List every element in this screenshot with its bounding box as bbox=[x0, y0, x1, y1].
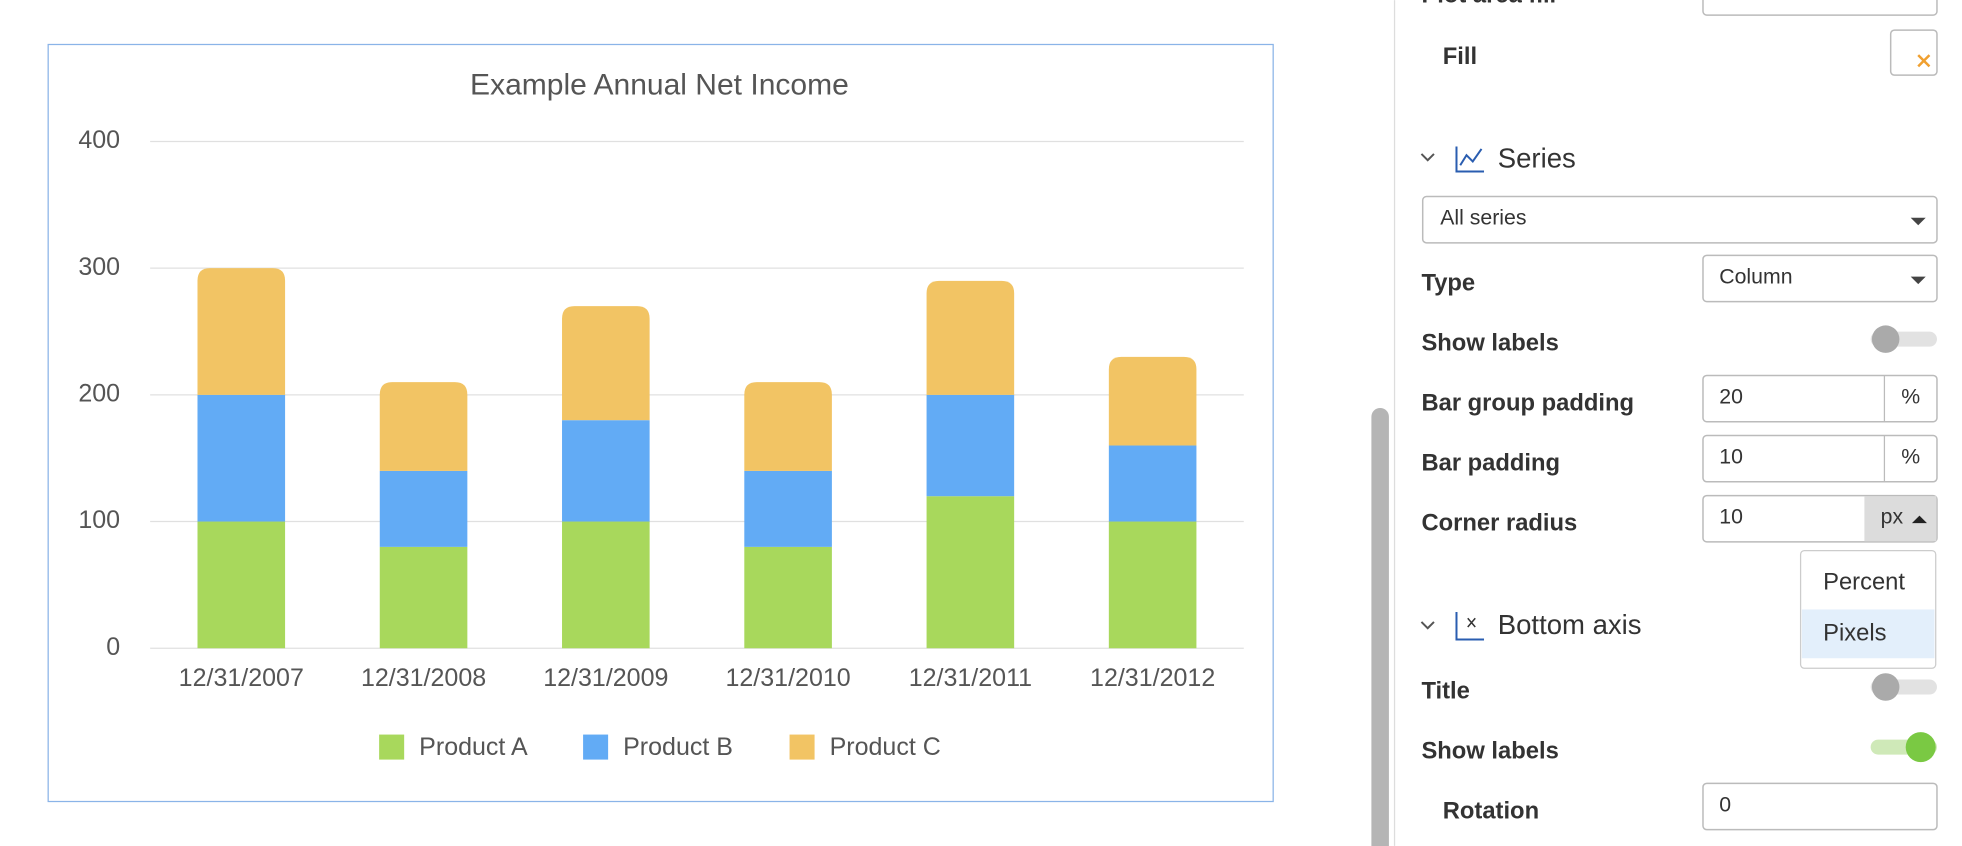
input[interactable] bbox=[1702, 374, 1938, 423]
label: Plot area fill bbox=[1421, 0, 1556, 9]
y-tick-label: 0 bbox=[106, 633, 120, 661]
bar-segment bbox=[1108, 445, 1197, 522]
label: Fill bbox=[1443, 43, 1477, 70]
bar-segment bbox=[1108, 356, 1197, 446]
bar-segment bbox=[744, 470, 832, 547]
chart: 0 100 200 300 400 12/31/2007 12/31/2008 12/31/2… bbox=[78, 126, 1244, 761]
bar-segment bbox=[379, 470, 468, 547]
input-value: 10 bbox=[1719, 445, 1743, 469]
bar-segment bbox=[926, 394, 1015, 497]
x-tick-label: 12/31/2011 bbox=[909, 664, 1032, 692]
bar-segment bbox=[562, 306, 650, 421]
chart-title: Example Annual Net Income bbox=[470, 68, 849, 101]
x-tick-label: 12/31/2007 bbox=[179, 664, 304, 692]
y-tick-label: 100 bbox=[78, 506, 120, 534]
unit: px bbox=[1881, 505, 1904, 529]
axis-icon-x bbox=[1467, 617, 1476, 628]
y-tick-label: 300 bbox=[78, 253, 120, 281]
bar-segment bbox=[744, 382, 832, 471]
legend-label: Product B bbox=[623, 733, 733, 761]
y-tick-label: 400 bbox=[78, 126, 120, 154]
bar-segment bbox=[562, 420, 650, 522]
color-swatch[interactable] bbox=[1889, 29, 1938, 76]
input[interactable] bbox=[1702, 0, 1938, 16]
y-tick-label: 200 bbox=[78, 379, 120, 407]
bar-segment bbox=[926, 496, 1015, 649]
label: Rotation bbox=[1443, 797, 1539, 824]
label: Show labels bbox=[1421, 329, 1558, 356]
select-value: Column bbox=[1719, 264, 1792, 288]
dropdown-arrow bbox=[1910, 217, 1926, 226]
legend-label: Product A bbox=[419, 733, 528, 761]
label: Type bbox=[1421, 269, 1475, 296]
menu-option[interactable]: Pixels bbox=[1823, 620, 1887, 647]
menu-option[interactable]: Percent bbox=[1823, 568, 1905, 595]
bar-segment bbox=[926, 280, 1015, 395]
x-tick-label: 12/31/2010 bbox=[725, 664, 850, 692]
section-title: Series bbox=[1498, 142, 1576, 173]
label: Title bbox=[1421, 677, 1469, 704]
toggle-knob bbox=[1871, 673, 1900, 701]
input[interactable] bbox=[1702, 782, 1938, 831]
toggle-knob bbox=[1871, 325, 1900, 353]
dropdown-arrow bbox=[1911, 515, 1927, 524]
menu-highlight bbox=[1801, 609, 1935, 659]
select[interactable] bbox=[1421, 195, 1938, 244]
legend-swatch bbox=[583, 734, 609, 760]
x-tick-label: 12/31/2012 bbox=[1090, 664, 1215, 692]
label: Bar group padding bbox=[1421, 390, 1634, 417]
x-tick-label: 12/31/2009 bbox=[543, 664, 668, 692]
bar-segment bbox=[744, 546, 832, 649]
dropdown-arrow bbox=[1910, 276, 1926, 285]
unit: % bbox=[1901, 445, 1920, 469]
unit-select[interactable] bbox=[1864, 496, 1937, 542]
input[interactable] bbox=[1702, 434, 1938, 483]
input-value: 10 bbox=[1719, 505, 1743, 529]
x-tick-label: 12/31/2008 bbox=[361, 664, 486, 692]
input-value: 20 bbox=[1719, 385, 1743, 409]
axis-icon bbox=[1455, 611, 1485, 641]
toggle-knob bbox=[1905, 732, 1936, 763]
bar-segment bbox=[197, 521, 286, 649]
series-icon bbox=[1455, 146, 1485, 173]
select-value: All series bbox=[1440, 206, 1526, 230]
bar-segment bbox=[379, 546, 468, 649]
legend-swatch bbox=[789, 734, 815, 760]
chevron[interactable] bbox=[1420, 153, 1435, 162]
chevron[interactable] bbox=[1420, 621, 1435, 630]
unit: % bbox=[1901, 385, 1920, 409]
legend-label: Product C bbox=[830, 733, 941, 761]
no-color-icon bbox=[1917, 54, 1931, 68]
bar-segment bbox=[1108, 521, 1197, 649]
bar-segment bbox=[197, 394, 286, 522]
label: Corner radius bbox=[1421, 510, 1577, 537]
scrollbar[interactable] bbox=[1371, 407, 1389, 846]
bar-segment bbox=[562, 521, 650, 649]
label: Bar padding bbox=[1421, 450, 1560, 477]
bar-segment bbox=[197, 268, 286, 395]
legend-swatch bbox=[379, 734, 405, 760]
bar-segment bbox=[379, 382, 468, 471]
input-value: 0 bbox=[1719, 793, 1731, 817]
section-title: Bottom axis bbox=[1498, 609, 1642, 640]
select[interactable] bbox=[1702, 254, 1938, 303]
label: Show labels bbox=[1421, 737, 1558, 764]
